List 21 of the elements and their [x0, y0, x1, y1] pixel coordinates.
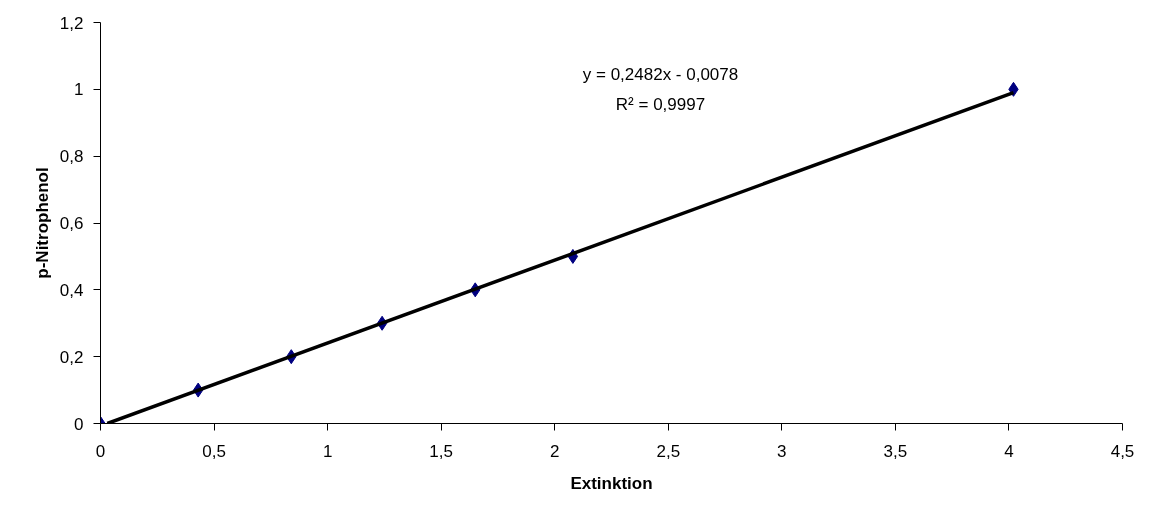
x-axis-title: Extinktion — [570, 473, 653, 493]
y-tick-label: 0 — [74, 414, 84, 434]
y-tick-label: 0,4 — [59, 280, 84, 300]
x-tick-label: 3 — [777, 441, 787, 461]
y-tick-label: 1 — [74, 80, 84, 100]
x-tick-label: 4,5 — [1110, 441, 1135, 461]
x-tick-label: 3,5 — [883, 441, 908, 461]
y-tick-label: 0,6 — [59, 214, 84, 233]
y-tick-label: 0,8 — [59, 147, 84, 167]
x-tick-label: 0 — [95, 441, 106, 461]
x-tick-label: 1 — [322, 441, 333, 461]
y-tick-label: 1,2 — [59, 13, 84, 33]
x-tick-label: 2 — [549, 441, 560, 461]
y-axis-title: p-Nitrophenol — [32, 167, 52, 279]
x-tick-label: 2,5 — [656, 441, 681, 461]
annotation: y = 0,2482x - 0,0078 — [582, 64, 739, 84]
x-tick-label: 0,5 — [202, 441, 226, 461]
x-tick-label: 1,5 — [429, 441, 453, 461]
annotation: R² = 0,9997 — [615, 94, 706, 114]
y-tick-label: 0,2 — [59, 347, 84, 367]
x-tick-label: 4 — [1004, 441, 1014, 461]
